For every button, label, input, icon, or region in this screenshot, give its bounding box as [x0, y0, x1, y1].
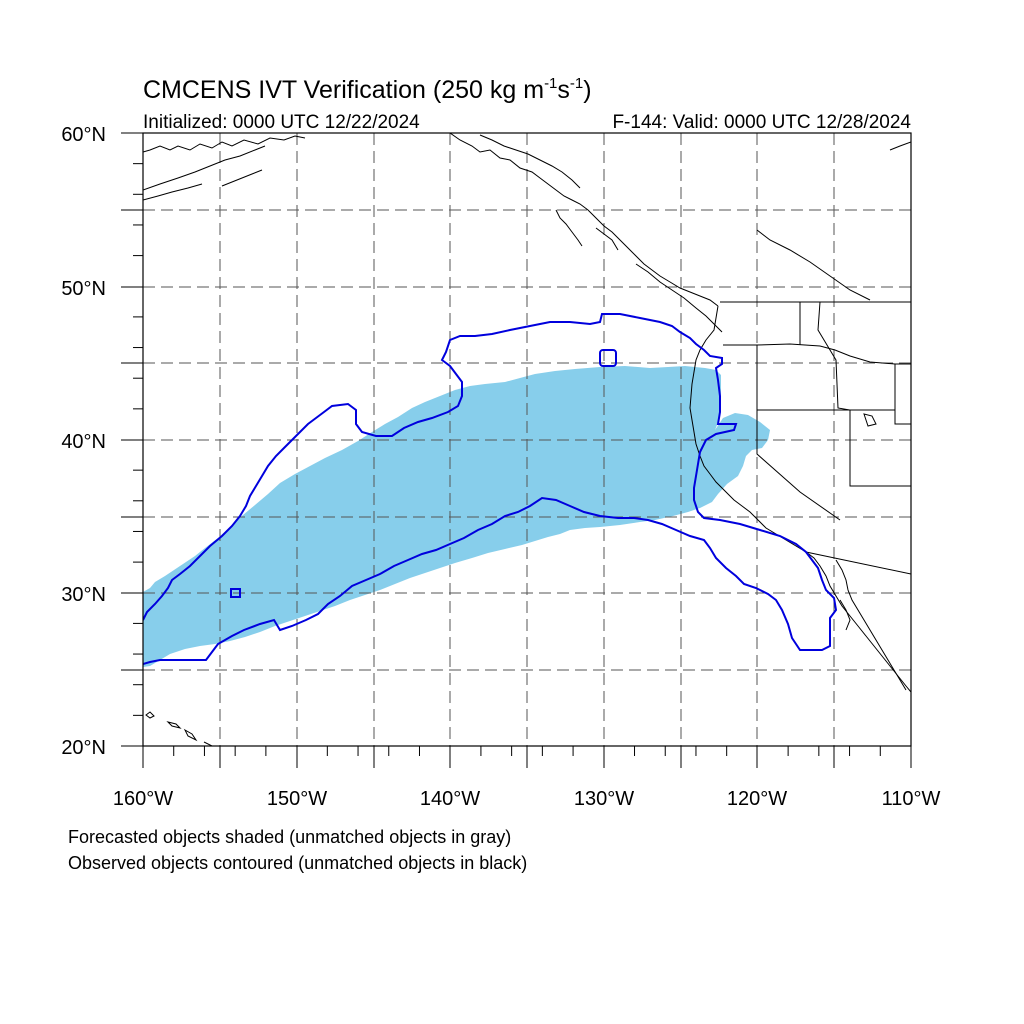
axis-minor-ticks [133, 163, 881, 756]
axis-ticks [121, 132, 912, 768]
lat-label: 30°N [61, 584, 106, 606]
lon-label: 150°W [267, 788, 327, 810]
lon-label: 110°W [882, 788, 941, 810]
init-time-label: Initialized: 0000 UTC 12/22/2024 [143, 112, 420, 133]
latitude-labels: 60°N 50°N 40°N 30°N 20°N [61, 124, 106, 759]
observed-ivt-contour-small-north [599, 349, 617, 367]
valid-time-label: F-144: Valid: 0000 UTC 12/28/2024 [612, 112, 911, 133]
lon-label: 160°W [113, 788, 173, 810]
graticule [143, 133, 911, 746]
lat-label: 50°N [61, 278, 106, 300]
lat-label: 40°N [61, 431, 106, 453]
lon-label: 130°W [574, 788, 634, 810]
lon-label: 140°W [420, 788, 480, 810]
lat-label: 20°N [61, 737, 106, 759]
map-panel [143, 133, 911, 746]
figure-title: CMCENS IVT Verification (250 kg m-1s-1) [143, 75, 592, 104]
longitude-labels: 160°W 150°W 140°W 130°W 120°W 110°W [113, 788, 941, 810]
lat-label: 60°N [61, 124, 106, 146]
coastlines [143, 133, 911, 746]
observed-ivt-contour-small-west [230, 588, 241, 598]
footnote-observed: Observed objects contoured (unmatched ob… [68, 853, 527, 873]
observed-ivt-contour [143, 313, 838, 665]
footnote-forecast: Forecasted objects shaded (unmatched obj… [68, 827, 511, 847]
lon-label: 120°W [727, 788, 787, 810]
